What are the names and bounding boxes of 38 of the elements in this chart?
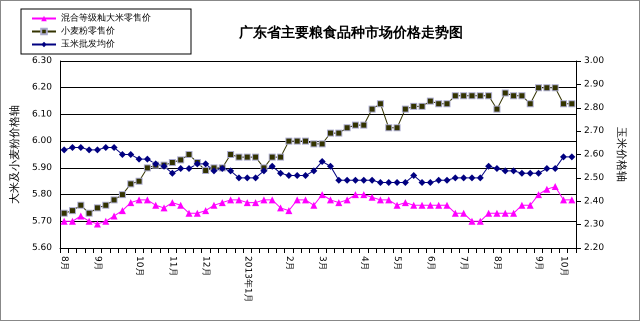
- y-tick-label: 5.90: [32, 162, 52, 173]
- legend-label: 玉米批发均价: [61, 38, 115, 50]
- x-tick-label: 12月: [200, 256, 211, 276]
- x-tick-label: 7月: [458, 256, 469, 271]
- y-tick-label: 6.30: [32, 56, 52, 66]
- y-tick-label: 6.10: [32, 109, 52, 120]
- y2-tick-label: 2.90: [584, 79, 604, 90]
- x-tick-label: 5月: [392, 256, 402, 271]
- y2-axis-title: 玉米价格轴: [615, 127, 628, 182]
- y-tick-label: 5.60: [32, 243, 52, 253]
- y2-tick-label: 3.00: [584, 56, 604, 66]
- y-tick-label: 6.20: [32, 82, 52, 93]
- legend-label: 混合等级籼大米零售价: [61, 12, 151, 24]
- y2-tick-label: 2.50: [584, 172, 604, 183]
- y2-tick-label: 2.60: [584, 150, 604, 160]
- x-tick-label: 9月: [92, 256, 102, 271]
- y2-tick-label: 2.80: [584, 102, 604, 113]
- y-axis-title: 大米及小麦粉价格轴: [8, 105, 21, 204]
- y2-tick-label: 2.40: [584, 196, 604, 206]
- x-tick-label: 3月: [317, 256, 328, 271]
- x-tick-label: 4月: [358, 256, 369, 271]
- y2-tick-label: 2.20: [584, 243, 604, 253]
- x-tick-label: 8月: [59, 256, 70, 271]
- legend-label: 小麦粉零售价: [61, 26, 115, 36]
- x-tick-label: 2013年1月: [242, 256, 254, 303]
- y-tick-label: 5.70: [32, 216, 52, 226]
- x-tick-label: 8月: [492, 256, 502, 271]
- x-tick-label: 9月: [534, 256, 544, 271]
- chart-title: 广东省主要粮食品种市场价格走势图: [238, 24, 463, 41]
- x-tick-label: 10月: [134, 256, 144, 276]
- y-tick-label: 6.00: [32, 136, 52, 146]
- x-tick-label: 2月: [284, 256, 294, 271]
- y-tick-label: 5.80: [32, 190, 52, 200]
- x-tick-label: 6月: [425, 256, 436, 271]
- y2-tick-label: 2.30: [584, 220, 604, 230]
- x-tick-label: 10月: [558, 256, 569, 276]
- x-tick-label: 11月: [167, 256, 178, 276]
- y2-tick-label: 2.70: [584, 126, 604, 136]
